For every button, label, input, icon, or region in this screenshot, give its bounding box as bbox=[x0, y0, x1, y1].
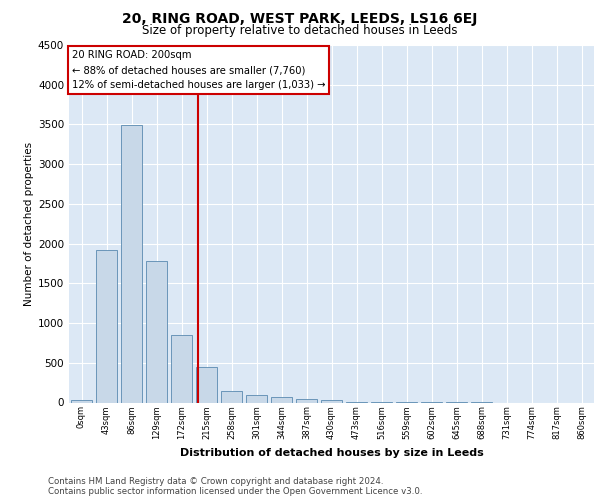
Bar bbox=[221, 390, 242, 402]
Bar bbox=[271, 397, 292, 402]
Bar bbox=[96, 250, 117, 402]
Text: 20 RING ROAD: 200sqm
← 88% of detached houses are smaller (7,760)
12% of semi-de: 20 RING ROAD: 200sqm ← 88% of detached h… bbox=[71, 50, 325, 90]
Bar bbox=[196, 367, 217, 402]
Bar bbox=[146, 261, 167, 402]
Bar bbox=[296, 398, 317, 402]
Bar bbox=[321, 400, 342, 402]
Bar bbox=[121, 125, 142, 402]
Text: Size of property relative to detached houses in Leeds: Size of property relative to detached ho… bbox=[142, 24, 458, 37]
Bar bbox=[71, 400, 92, 402]
Text: Contains HM Land Registry data © Crown copyright and database right 2024.: Contains HM Land Registry data © Crown c… bbox=[48, 477, 383, 486]
Text: 20, RING ROAD, WEST PARK, LEEDS, LS16 6EJ: 20, RING ROAD, WEST PARK, LEEDS, LS16 6E… bbox=[122, 12, 478, 26]
X-axis label: Distribution of detached houses by size in Leeds: Distribution of detached houses by size … bbox=[179, 448, 484, 458]
Bar bbox=[171, 335, 192, 402]
Bar bbox=[246, 394, 267, 402]
Y-axis label: Number of detached properties: Number of detached properties bbox=[24, 142, 34, 306]
Text: Contains public sector information licensed under the Open Government Licence v3: Contains public sector information licen… bbox=[48, 487, 422, 496]
